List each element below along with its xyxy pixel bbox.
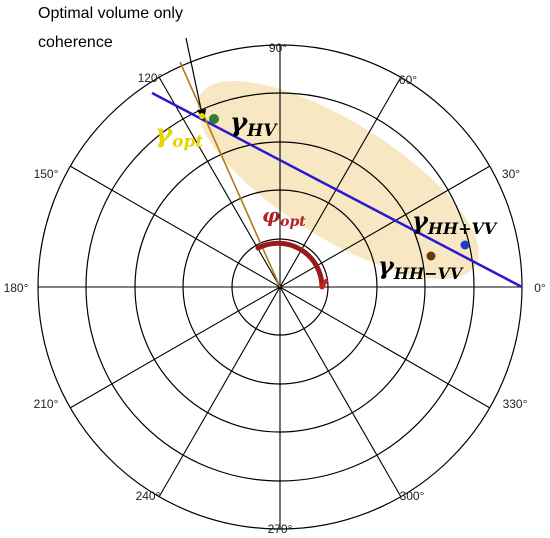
angle-label-30: 30° [502,167,520,181]
angle-label-270: 270° [268,522,293,536]
coherence-region [197,81,479,279]
phi-opt-label-base: φ [262,203,280,227]
angle-label-210: 210° [34,397,59,411]
hh-minus-vv-label-base: γ [378,251,395,280]
angle-label-300: 300° [400,489,425,503]
hh-minus-vv-label: γHH−VV [378,251,464,283]
optimal-coherence-line [179,61,281,288]
angle-label-240: 240° [136,489,161,503]
coherence-line [151,91,523,289]
opt-point [199,113,205,119]
opt-label: γopt [155,119,203,152]
hv-label-sub: HV [246,121,278,141]
hh-minus-vv-point [426,251,436,261]
hh-plus-vv-label-sub: HH+VV [427,219,498,238]
hv-label: γHV [230,108,278,141]
phi-opt-arc-end [320,279,328,289]
phi-opt-arc [255,240,325,290]
annotation-arrow-line [185,37,203,115]
hh-plus-vv-point [460,240,470,250]
angle-label-60: 60° [399,73,417,87]
angle-label-330: 330° [503,397,528,411]
opt-label-sub: opt [172,132,203,152]
angle-label-0: 0° [534,281,546,295]
phi-opt-label: φopt [262,203,306,230]
phi-opt-label-sub: opt [280,214,306,230]
hh-plus-vv-label-base: γ [412,206,429,235]
angle-label-150: 150° [34,167,59,181]
hh-minus-vv-label-sub: HH−VV [393,264,464,283]
angle-label-120: 120° [138,71,163,85]
hv-label-base: γ [230,108,249,138]
angle-labels: 90° 60° 30° 0° 330° 300° 270° 240° 210° … [4,41,546,536]
angle-label-90: 90° [269,41,287,55]
annotation-line-2: coherence [38,34,113,51]
hv-point [209,114,219,124]
annotation-line-1: Optimal volume only [38,5,183,22]
hh-plus-vv-label: γHH+VV [412,206,498,238]
angle-label-180: 180° [4,281,29,295]
opt-label-base: γ [155,119,174,149]
